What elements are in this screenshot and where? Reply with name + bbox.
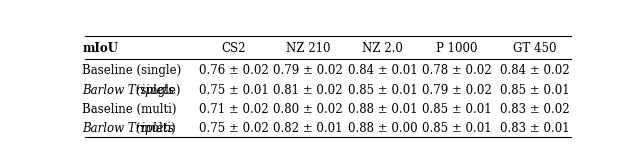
Text: 0.83 ± 0.02: 0.83 ± 0.02 — [500, 103, 570, 116]
Text: 0.81 ± 0.02: 0.81 ± 0.02 — [273, 84, 343, 97]
Text: P 1000: P 1000 — [436, 42, 477, 55]
Text: (multi): (multi) — [132, 122, 176, 135]
Text: 0.85 ± 0.01: 0.85 ± 0.01 — [500, 84, 570, 97]
Text: NZ 210: NZ 210 — [286, 42, 330, 55]
Text: Barlow Triplets: Barlow Triplets — [83, 84, 175, 97]
Text: 0.88 ± 0.00: 0.88 ± 0.00 — [348, 122, 417, 135]
Text: GT 450: GT 450 — [513, 42, 557, 55]
Text: 0.88 ± 0.01: 0.88 ± 0.01 — [348, 103, 417, 116]
Text: 0.82 ± 0.01: 0.82 ± 0.01 — [273, 122, 343, 135]
Text: 0.71 ± 0.02: 0.71 ± 0.02 — [199, 103, 269, 116]
Text: Baseline (single): Baseline (single) — [83, 64, 182, 77]
Text: 0.85 ± 0.01: 0.85 ± 0.01 — [348, 84, 417, 97]
Text: 0.79 ± 0.02: 0.79 ± 0.02 — [422, 84, 492, 97]
Text: 0.79 ± 0.02: 0.79 ± 0.02 — [273, 64, 343, 77]
Text: 0.80 ± 0.02: 0.80 ± 0.02 — [273, 103, 343, 116]
Text: 0.84 ± 0.01: 0.84 ± 0.01 — [348, 64, 417, 77]
Text: CS2: CS2 — [221, 42, 246, 55]
Text: 0.75 ± 0.01: 0.75 ± 0.01 — [199, 84, 269, 97]
Text: 0.83 ± 0.01: 0.83 ± 0.01 — [500, 122, 570, 135]
Text: Baseline (multi): Baseline (multi) — [83, 103, 177, 116]
Text: Barlow Triplets: Barlow Triplets — [83, 122, 175, 135]
Text: 0.85 ± 0.01: 0.85 ± 0.01 — [422, 122, 492, 135]
Text: 0.84 ± 0.02: 0.84 ± 0.02 — [500, 64, 570, 77]
Text: mIoU: mIoU — [83, 42, 118, 55]
Text: NZ 2.0: NZ 2.0 — [362, 42, 403, 55]
Text: 0.78 ± 0.02: 0.78 ± 0.02 — [422, 64, 492, 77]
Text: 0.76 ± 0.02: 0.76 ± 0.02 — [199, 64, 269, 77]
Text: (single): (single) — [132, 84, 181, 97]
Text: 0.75 ± 0.02: 0.75 ± 0.02 — [199, 122, 269, 135]
Text: 0.85 ± 0.01: 0.85 ± 0.01 — [422, 103, 492, 116]
